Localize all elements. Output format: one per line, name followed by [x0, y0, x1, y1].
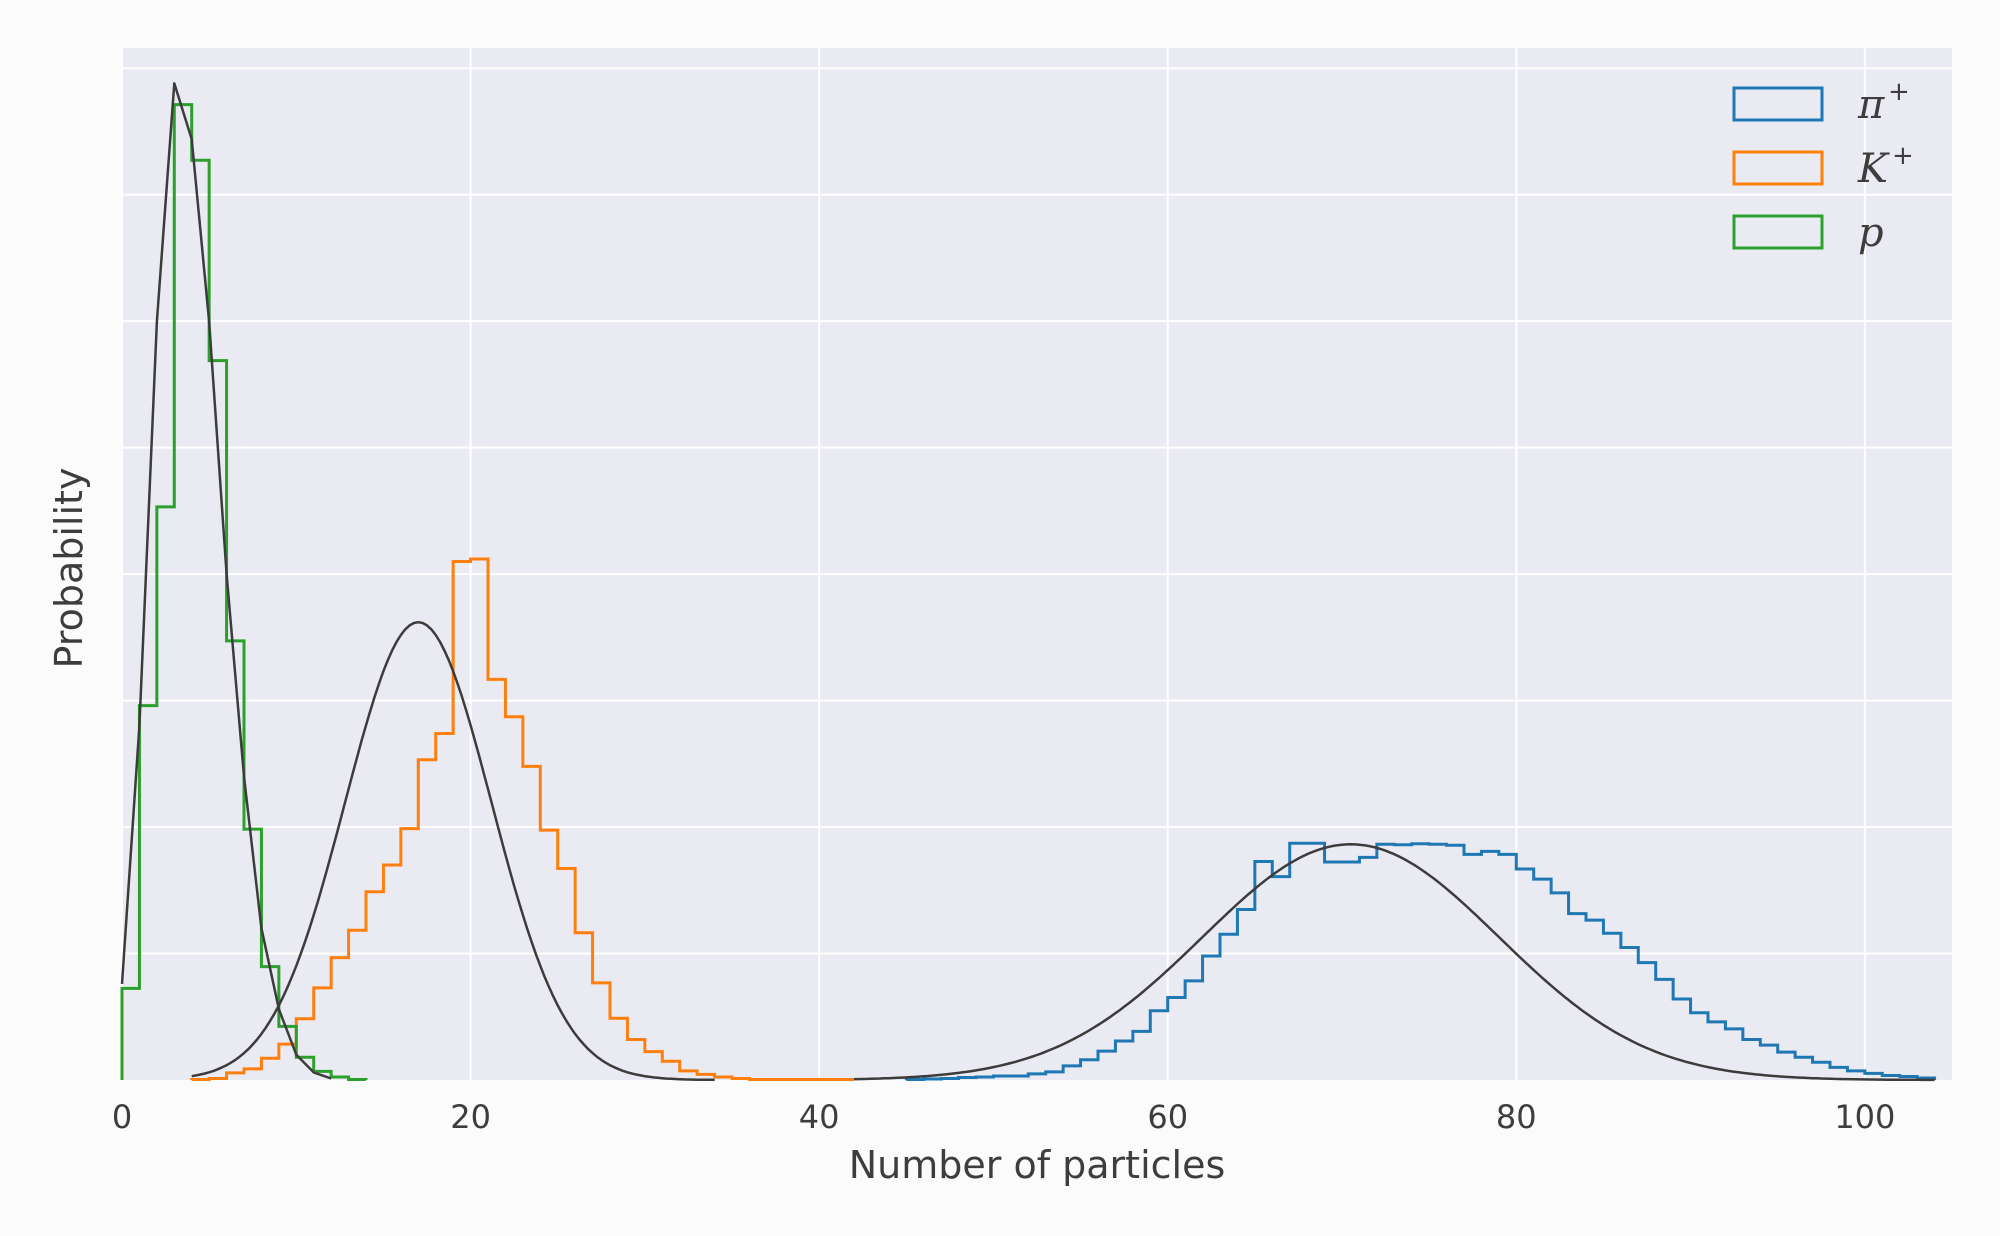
x-tick-label: 20	[450, 1098, 491, 1136]
grid	[121, 48, 1952, 1080]
histogram-p	[120, 103, 368, 1081]
x-tick-label: 100	[1834, 1098, 1895, 1136]
fit-curve	[120, 82, 332, 1080]
legend-label-superscript: +	[1892, 141, 1914, 171]
histogram-pi	[904, 841, 1937, 1081]
x-axis-label: Number of particles	[849, 1143, 1226, 1187]
legend: π +K +p	[1732, 77, 1914, 256]
legend-label: K	[1857, 146, 1890, 192]
histograms	[120, 103, 1937, 1081]
legend-label: π	[1857, 82, 1885, 128]
fit-curve	[854, 843, 1935, 1082]
x-tick-label: 80	[1496, 1098, 1537, 1136]
legend-swatch	[1732, 86, 1824, 122]
fit-curves	[120, 82, 1935, 1082]
legend-label-superscript: +	[1888, 77, 1910, 107]
legend-swatch	[1732, 214, 1824, 250]
legend-label: p	[1858, 210, 1884, 256]
plot-background	[122, 48, 1952, 1080]
x-tick-label: 60	[1147, 1098, 1188, 1136]
x-tick-label: 0	[112, 1098, 132, 1136]
legend-swatch	[1732, 150, 1824, 186]
x-tick-labels: 0 20 40 60 80 100	[112, 1098, 1896, 1136]
x-tick-label: 40	[799, 1098, 840, 1136]
y-axis-label: Probability	[47, 468, 91, 669]
